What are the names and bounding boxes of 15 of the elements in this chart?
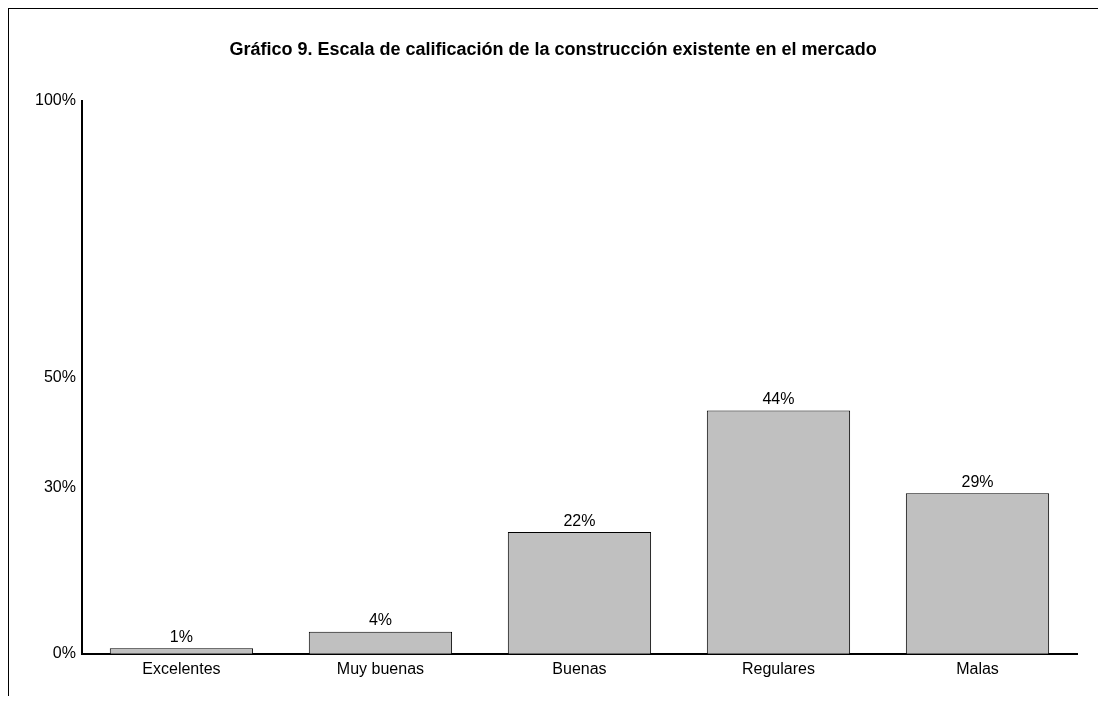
y-tick-label: 50% [43, 367, 76, 385]
data-label: 29% [961, 472, 994, 490]
y-tick-label: 30% [43, 478, 76, 496]
y-tick-label: 100% [35, 91, 76, 109]
data-label: 22% [563, 511, 596, 529]
x-tick-label: Malas [956, 659, 999, 677]
chart-title: Gráfico 9. Escala de calificación de la construcción existente en el mercado [229, 38, 877, 59]
x-tick-label: Regulares [742, 659, 815, 677]
data-label: 1% [169, 627, 193, 645]
data-label: 4% [368, 611, 393, 629]
y-tick-label: 0% [52, 644, 76, 662]
x-tick-label: Excelentes [142, 659, 221, 677]
x-tick-label: Muy buenas [336, 659, 425, 677]
data-label: 44% [762, 389, 795, 407]
x-tick-label: Buenas [552, 659, 607, 677]
